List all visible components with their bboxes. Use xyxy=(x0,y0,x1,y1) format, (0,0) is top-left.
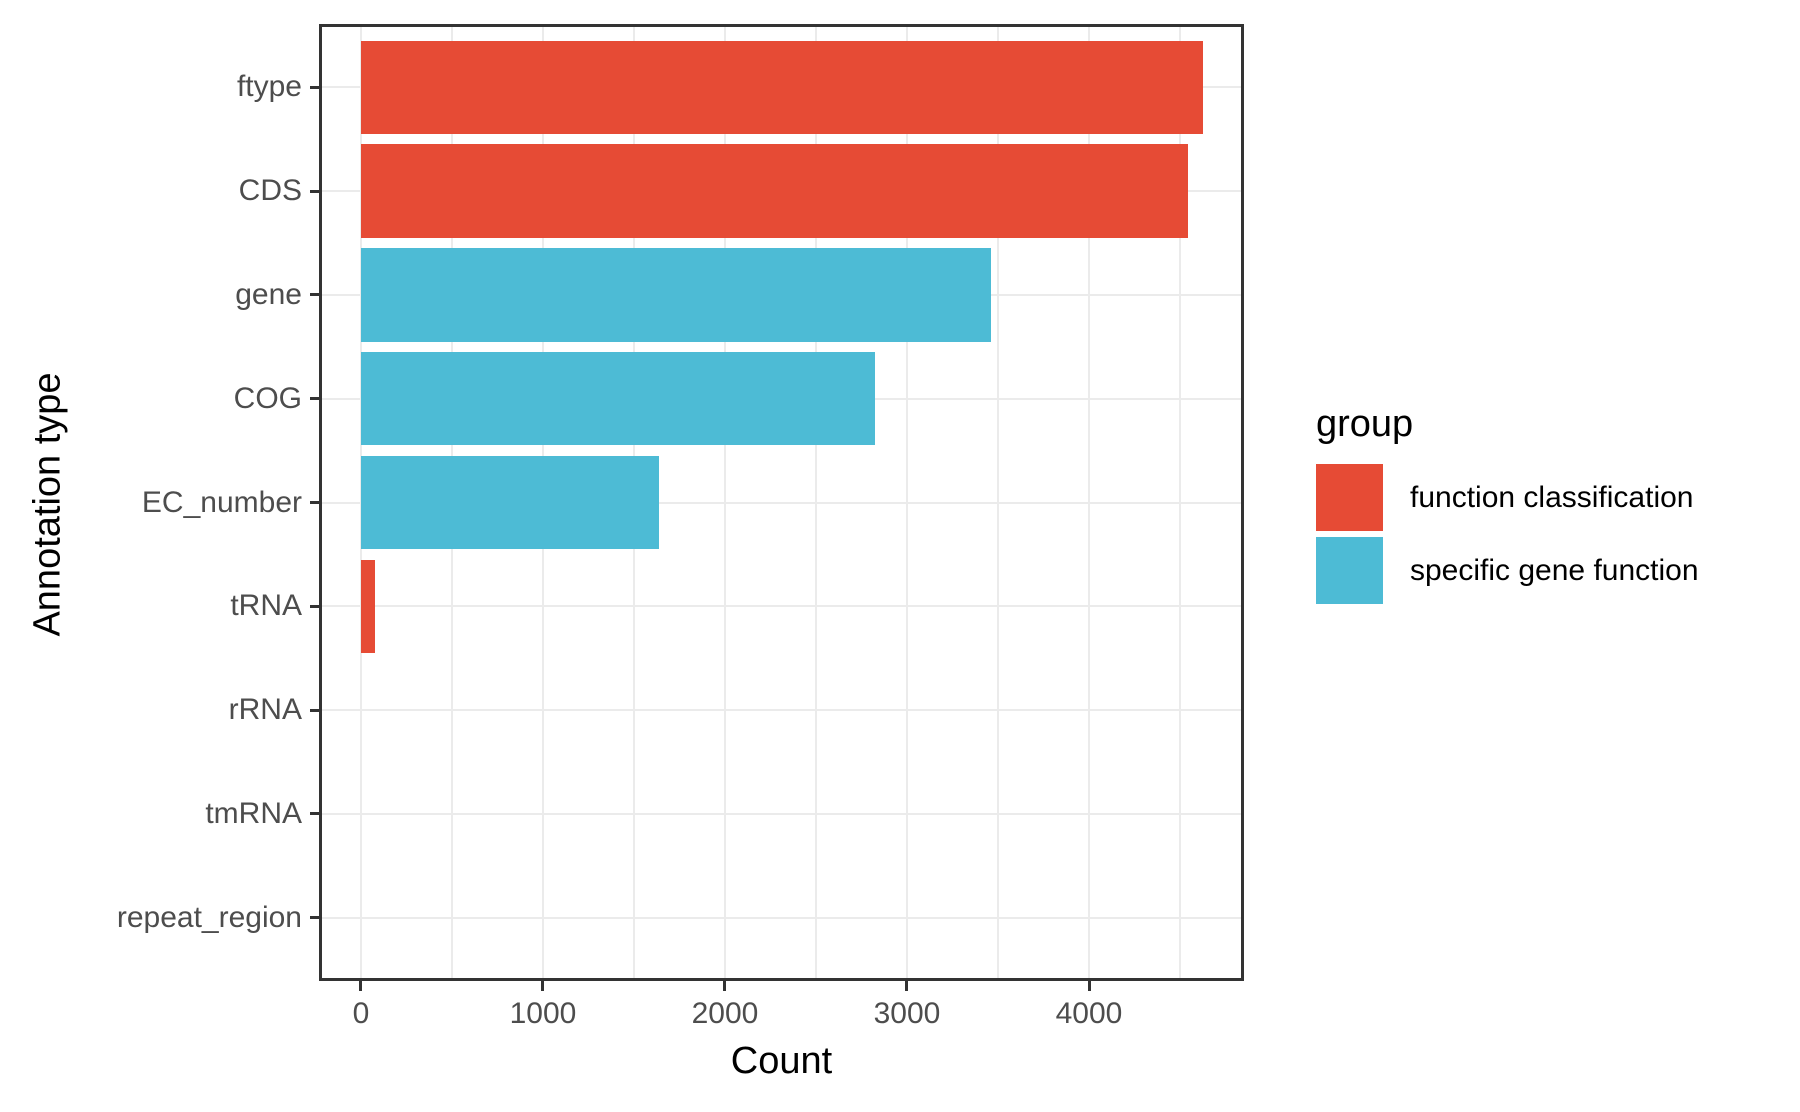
x-axis-title: Count xyxy=(730,1040,833,1082)
x-tick-mark xyxy=(541,981,545,991)
bar-tRNA xyxy=(360,559,375,653)
bar-EC_number xyxy=(360,455,659,550)
legend-label: specific gene function xyxy=(1410,553,1699,587)
y-tick-mark xyxy=(310,189,320,193)
gridline-major xyxy=(320,605,1243,608)
x-tick-label-1000: 1000 xyxy=(509,997,577,1030)
bar-gene xyxy=(360,248,992,342)
y-tick-mark xyxy=(310,812,320,816)
bar-ftype xyxy=(360,40,1203,134)
legend: group function classification specific g… xyxy=(1316,403,1699,610)
y-tick-label-tRNA: tRNA xyxy=(230,589,302,623)
legend-item: function classification xyxy=(1316,464,1699,531)
x-tick-mark xyxy=(359,981,363,991)
y-tick-mark xyxy=(310,708,320,712)
y-tick-label-EC_number: EC_number xyxy=(141,485,302,519)
x-tick-label-4000: 4000 xyxy=(1055,997,1123,1030)
x-tick-label-2000: 2000 xyxy=(691,997,759,1030)
y-tick-label-tmRNA: tmRNA xyxy=(205,796,302,830)
y-tick-mark xyxy=(310,604,320,608)
legend-title: group xyxy=(1316,403,1414,445)
y-tick-mark xyxy=(310,397,320,401)
y-tick-mark xyxy=(310,293,320,297)
legend-item: specific gene function xyxy=(1316,537,1699,604)
y-tick-mark xyxy=(310,85,320,89)
y-tick-label-rRNA: rRNA xyxy=(228,693,302,727)
legend-label: function classification xyxy=(1410,480,1694,514)
gridline-major xyxy=(320,916,1243,919)
y-tick-label-ftype: ftype xyxy=(236,70,302,104)
x-tick-label-3000: 3000 xyxy=(873,997,941,1030)
gridline-major xyxy=(320,709,1243,712)
y-tick-label-COG: COG xyxy=(233,381,302,415)
x-tick-mark xyxy=(905,981,909,991)
bar-CDS xyxy=(360,144,1189,238)
x-tick-label-0: 0 xyxy=(352,997,370,1030)
y-axis-title: Annotation type xyxy=(26,372,69,637)
gridline-major xyxy=(320,501,1243,504)
plot-panel xyxy=(320,25,1243,980)
x-tick-mark xyxy=(1087,981,1091,991)
legend-key-function-classification xyxy=(1316,464,1383,531)
gridline-major xyxy=(320,812,1243,815)
y-tick-label-repeat_region: repeat_region xyxy=(116,900,302,934)
y-tick-label-gene: gene xyxy=(235,277,302,311)
legend-key-specific-gene-function xyxy=(1316,537,1383,604)
x-tick-mark xyxy=(723,981,727,991)
y-tick-label-CDS: CDS xyxy=(238,174,302,208)
bar-COG xyxy=(360,351,875,446)
y-tick-mark xyxy=(310,501,320,504)
y-tick-mark xyxy=(310,916,320,920)
